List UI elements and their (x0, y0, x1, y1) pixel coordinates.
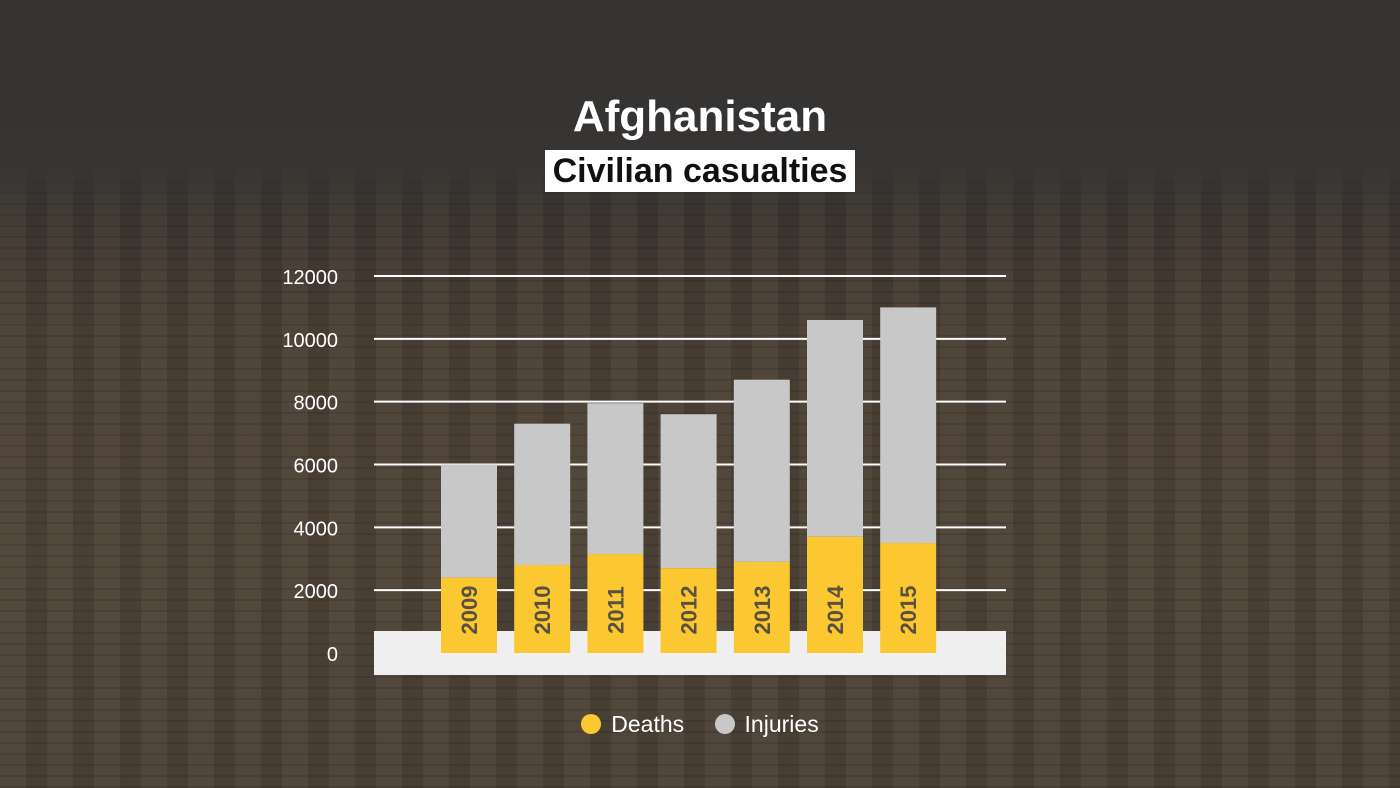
legend-label-deaths: Deaths (611, 711, 685, 737)
y-tick-label: 10000 (282, 330, 338, 352)
x-tick-label: 2010 (530, 586, 555, 635)
bar-deaths (660, 568, 717, 653)
legend-swatch-deaths (581, 714, 602, 734)
legend: Deaths Injuries (0, 706, 1400, 744)
bar-injuries (441, 464, 497, 578)
legend-item-deaths: Deaths (581, 706, 684, 742)
bar-deaths (514, 565, 571, 653)
bar-deaths (587, 554, 644, 653)
bar-injuries (660, 414, 717, 569)
chart-title: Afghanistan (572, 92, 828, 141)
y-tick-label: 0 (327, 644, 338, 666)
legend-item-injuries: Injuries (714, 706, 819, 742)
bar-injuries (880, 307, 937, 544)
x-tick-label: 2011 (603, 586, 628, 634)
x-tick-label: 2015 (896, 586, 921, 635)
y-tick-label: 4000 (294, 518, 339, 540)
bar-deaths (880, 543, 937, 653)
bar-deaths (807, 536, 863, 653)
bar-deaths (733, 561, 790, 653)
x-tick-label: 2013 (750, 586, 775, 635)
subtitle-container: Civilian casualties (0, 150, 1400, 192)
x-tick-label: 2012 (677, 586, 702, 635)
y-tick-label: 8000 (294, 393, 339, 415)
x-tick-label: 2009 (457, 586, 482, 635)
bar-injuries (807, 319, 863, 537)
legend-label-injuries: Injuries (744, 711, 819, 737)
bar-injuries (587, 403, 644, 555)
legend-swatch-injuries (714, 714, 735, 734)
bar-injuries (514, 423, 571, 566)
chart-subtitle: Civilian casualties (544, 150, 856, 192)
bar-injuries (733, 379, 790, 562)
y-tick-label: 2000 (294, 581, 339, 603)
bar-deaths (441, 577, 497, 653)
x-tick-label: 2014 (823, 585, 848, 635)
y-tick-label: 12000 (282, 267, 338, 289)
y-tick-label: 6000 (294, 456, 339, 478)
